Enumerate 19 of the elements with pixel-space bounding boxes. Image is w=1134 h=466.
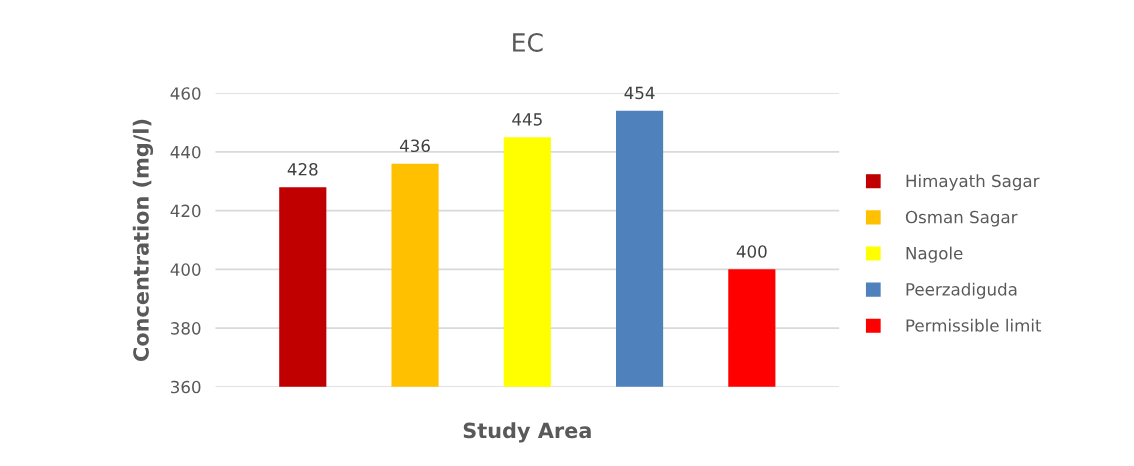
legend-label: Permissible limit [906, 318, 1042, 332]
legend-label: Osman Sagar [905, 210, 1018, 227]
y-tick-label: 460 [170, 87, 201, 100]
y-tick-label: 420 [170, 204, 201, 218]
legend-label: Peerzadiguda [906, 282, 1017, 299]
y-axis-title: Concentration (mg/l) [132, 119, 154, 361]
data-label: 428 [287, 162, 318, 176]
data-label: 445 [512, 113, 542, 126]
legend-label: Nagole [906, 246, 963, 263]
y-tick-label: 380 [171, 322, 201, 335]
x-axis-title: Study Area [463, 422, 591, 443]
y-tick-label: 400 [170, 263, 201, 276]
y-tick-label: 360 [171, 380, 201, 394]
legend-label: Himayath Sagar [906, 174, 1040, 191]
data-label: 436 [399, 139, 430, 153]
data-label: 454 [624, 86, 655, 100]
data-label: 400 [736, 245, 767, 258]
y-tick-label: 440 [170, 145, 201, 159]
chart-title: EC [513, 32, 543, 52]
